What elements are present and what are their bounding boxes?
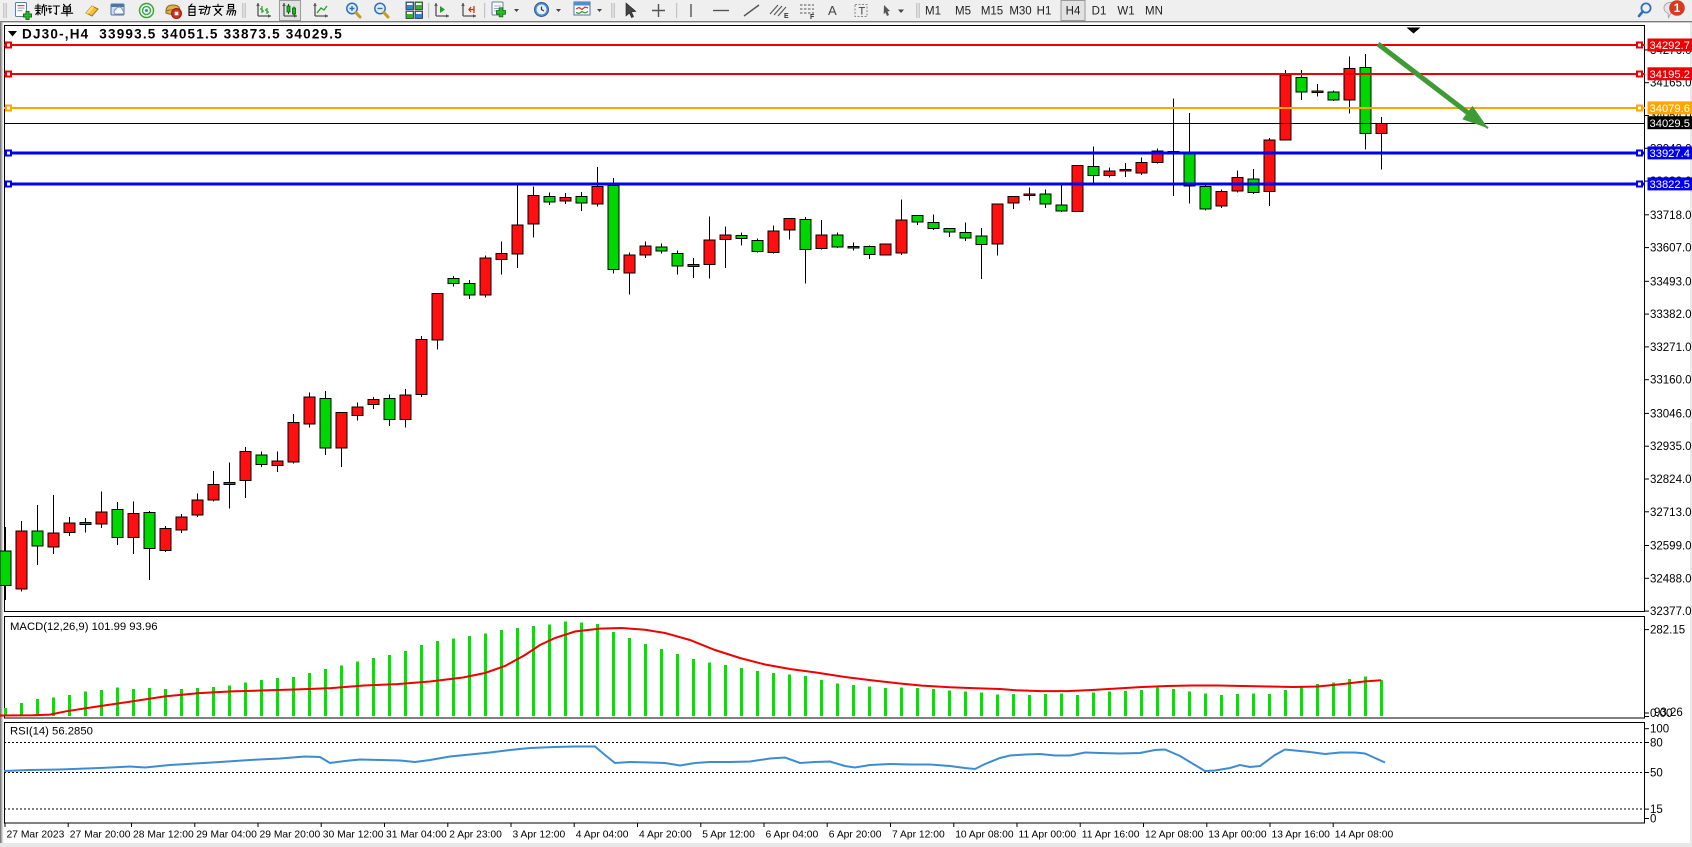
- svg-text:MN: MN: [1145, 6, 1163, 18]
- svg-text:11 Apr 16:00: 11 Apr 16:00: [1082, 830, 1140, 841]
- svg-text:1: 1: [1674, 1, 1681, 15]
- svg-text:4 Apr 04:00: 4 Apr 04:00: [576, 830, 629, 841]
- svg-text:33160.0: 33160.0: [1650, 375, 1692, 387]
- svg-text:32713.0: 32713.0: [1650, 507, 1692, 519]
- svg-text:0: 0: [1650, 814, 1656, 826]
- svg-text:M1: M1: [925, 6, 941, 18]
- svg-text:MACD(12,26,9) 101.99 93.96: MACD(12,26,9) 101.99 93.96: [10, 621, 158, 633]
- svg-text:27 Mar 20:00: 27 Mar 20:00: [70, 830, 131, 841]
- svg-text:M15: M15: [981, 6, 1003, 18]
- svg-text:34079.6: 34079.6: [1650, 103, 1690, 115]
- svg-text:31 Mar 04:00: 31 Mar 04:00: [386, 830, 447, 841]
- svg-text:29 Mar 04:00: 29 Mar 04:00: [196, 830, 257, 841]
- svg-text:T: T: [859, 6, 866, 18]
- svg-text:0.00: 0.00: [1650, 708, 1672, 720]
- svg-text:DJ30-,H4 33993.5 34051.5 3387: DJ30-,H4 33993.5 34051.5 33873.5 34029.5: [22, 27, 343, 42]
- svg-text:4 Apr 20:00: 4 Apr 20:00: [639, 830, 692, 841]
- svg-text:15: 15: [1650, 804, 1663, 816]
- svg-text:32488.0: 32488.0: [1650, 573, 1692, 585]
- svg-text:33822.5: 33822.5: [1650, 179, 1690, 191]
- svg-text:W1: W1: [1117, 6, 1134, 18]
- svg-text:A: A: [828, 3, 837, 18]
- svg-text:10 Apr 08:00: 10 Apr 08:00: [955, 830, 1014, 841]
- svg-text:30 Mar 12:00: 30 Mar 12:00: [323, 830, 384, 841]
- svg-text:80: 80: [1650, 738, 1663, 750]
- svg-text:32599.0: 32599.0: [1650, 541, 1692, 553]
- svg-text:32935.0: 32935.0: [1650, 441, 1692, 453]
- svg-text:13 Apr 00:00: 13 Apr 00:00: [1208, 830, 1267, 841]
- svg-text:29 Mar 20:00: 29 Mar 20:00: [260, 830, 321, 841]
- svg-text:28 Mar 12:00: 28 Mar 12:00: [133, 830, 194, 841]
- svg-text:33927.4: 33927.4: [1650, 148, 1690, 160]
- svg-text:M5: M5: [955, 6, 971, 18]
- svg-text:H4: H4: [1066, 6, 1081, 18]
- svg-text:13 Apr 16:00: 13 Apr 16:00: [1272, 830, 1331, 841]
- svg-text:27 Mar 2023: 27 Mar 2023: [7, 830, 65, 841]
- svg-text:33607.0: 33607.0: [1650, 243, 1692, 255]
- svg-text:33718.0: 33718.0: [1650, 210, 1692, 222]
- svg-text:33493.0: 33493.0: [1650, 276, 1692, 288]
- svg-text:33271.0: 33271.0: [1650, 342, 1692, 354]
- svg-text:34195.2: 34195.2: [1650, 69, 1690, 81]
- svg-text:34292.7: 34292.7: [1650, 40, 1690, 52]
- svg-text:6 Apr 20:00: 6 Apr 20:00: [829, 830, 882, 841]
- svg-text:7 Apr 12:00: 7 Apr 12:00: [892, 830, 945, 841]
- svg-text:2 Apr 23:00: 2 Apr 23:00: [449, 830, 502, 841]
- svg-text:M30: M30: [1009, 6, 1031, 18]
- svg-text:12 Apr 08:00: 12 Apr 08:00: [1145, 830, 1204, 841]
- svg-text:F: F: [810, 14, 815, 21]
- svg-text:282.15: 282.15: [1650, 625, 1685, 637]
- svg-text:11 Apr 00:00: 11 Apr 00:00: [1019, 830, 1077, 841]
- svg-text:32824.0: 32824.0: [1650, 474, 1692, 486]
- svg-text:E: E: [784, 13, 789, 20]
- svg-text:50: 50: [1650, 768, 1663, 780]
- svg-text:32377.0: 32377.0: [1650, 606, 1692, 618]
- svg-text:34029.5: 34029.5: [1650, 118, 1690, 130]
- svg-text:H1: H1: [1037, 6, 1052, 18]
- svg-text:6 Apr 04:00: 6 Apr 04:00: [766, 830, 819, 841]
- svg-text:5 Apr 12:00: 5 Apr 12:00: [702, 830, 755, 841]
- svg-text:D1: D1: [1092, 6, 1107, 18]
- svg-text:33046.0: 33046.0: [1650, 408, 1692, 420]
- svg-text:34165.0: 34165.0: [1650, 78, 1692, 90]
- svg-text:3 Apr 12:00: 3 Apr 12:00: [513, 830, 566, 841]
- svg-text:14 Apr 08:00: 14 Apr 08:00: [1335, 830, 1394, 841]
- svg-text:RSI(14) 56.2850: RSI(14) 56.2850: [10, 726, 93, 738]
- svg-text:33382.0: 33382.0: [1650, 309, 1692, 321]
- svg-text:93.26: 93.26: [1654, 707, 1683, 719]
- svg-text:100: 100: [1650, 724, 1669, 736]
